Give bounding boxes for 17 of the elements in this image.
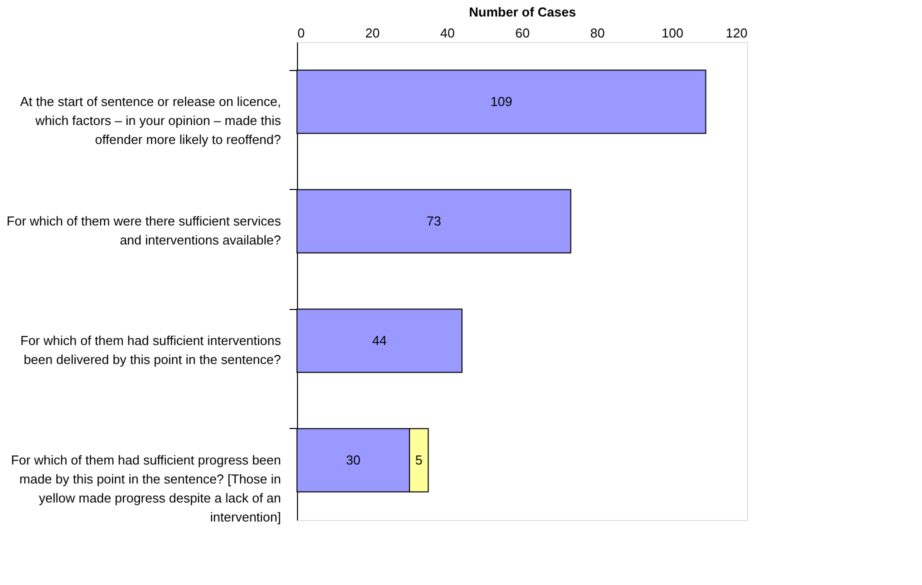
y-tick-label: For which of them had sufficient progress been made by this point in the sentence? [Those in yellow made progress despite a lack of an intervention]	[10, 452, 281, 524]
y-tick-label: For which of them were there sufficient services and interventions available?	[6, 213, 282, 248]
data-label: 109	[490, 94, 512, 109]
x-tick-label: 80	[590, 26, 605, 40]
x-axis-title: Number of Cases	[469, 4, 576, 20]
x-tick-label: 20	[365, 26, 380, 40]
x-tick-label: 40	[440, 26, 455, 40]
y-tick-label: For which of them had sufficient interventions been delivered by this point in the sentence?	[20, 332, 282, 367]
x-tick-label: 120	[726, 26, 748, 40]
data-label: 44	[372, 332, 387, 348]
y-tick-label: At the start of sentence or release on licence, which factors – in your opinion – made this offender more likely to reoffend?	[20, 94, 282, 147]
data-label: 30	[346, 452, 360, 468]
x-tick-label: 0	[298, 26, 305, 40]
x-tick-label: 100	[662, 26, 684, 40]
x-tick-label: 60	[515, 26, 530, 40]
data-label: 73	[426, 213, 442, 228]
data-label: 5	[415, 452, 422, 468]
